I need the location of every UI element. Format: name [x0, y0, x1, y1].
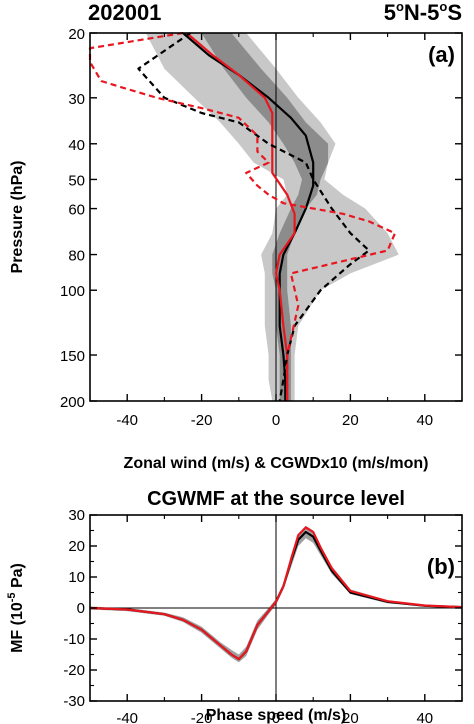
x-tick-label: -20: [191, 710, 213, 724]
y-tick-label: 40: [68, 137, 85, 154]
x-tick-label: 20: [342, 412, 359, 429]
x-tick-label: -40: [116, 710, 138, 724]
y-tick-label: 0: [77, 600, 85, 617]
y-tick-label: 20: [68, 538, 85, 555]
x-tick-label: -20: [191, 412, 213, 429]
x-tick-label: 20: [342, 710, 359, 724]
panel-a-xlabel: Zonal wind (m/s) & CGWDx10 (m/s/mon): [124, 455, 429, 472]
panel-a-ylabel: Pressure (hPa): [9, 161, 26, 274]
x-tick-label: 0: [272, 710, 280, 724]
panel-b-ylabel: MF (10-5 Pa): [6, 563, 26, 653]
panel-b-xlabel: Phase speed (m/s): [206, 707, 347, 724]
mf-series-line-2: [89, 526, 463, 661]
y-tick-label: -30: [63, 693, 85, 710]
header-left: 202001: [88, 0, 161, 25]
x-tick-label: 40: [416, 710, 433, 724]
x-tick-label: 40: [416, 412, 433, 429]
series-line-2: [185, 32, 296, 401]
y-tick-label: 30: [68, 507, 85, 524]
y-tick-label: 150: [60, 348, 85, 365]
series-line-4: [88, 31, 397, 401]
y-tick-label: 30: [68, 91, 85, 108]
y-tick-label: 60: [68, 202, 85, 219]
y-tick-label: 20: [68, 26, 85, 43]
series-line-1: [182, 32, 315, 401]
panel-a: -40 -20 0 20 40 20 30 40 50 60 80 100 150 200 (a) Zon…: [9, 26, 463, 472]
x-tick-label: -40: [116, 412, 138, 429]
header-right: 5oN-5oS: [384, 0, 462, 25]
panel-a-label: (a): [428, 42, 455, 67]
y-tick-label: 200: [60, 394, 85, 411]
y-tick-label: 100: [60, 283, 85, 300]
panel-b-label: (b): [427, 554, 455, 579]
y-tick-label: 10: [68, 569, 85, 586]
x-tick-label: 0: [272, 412, 280, 429]
y-tick-label: 50: [68, 172, 85, 189]
y-tick-label: 80: [68, 248, 85, 265]
y-tick-label: -20: [63, 662, 85, 679]
panel-b-title: CGWMF at the source level: [147, 488, 405, 510]
y-tick-label: -10: [63, 631, 85, 648]
panel-b: CGWMF at the source level -40 -20 0 20 40 -30…: [6, 488, 463, 724]
